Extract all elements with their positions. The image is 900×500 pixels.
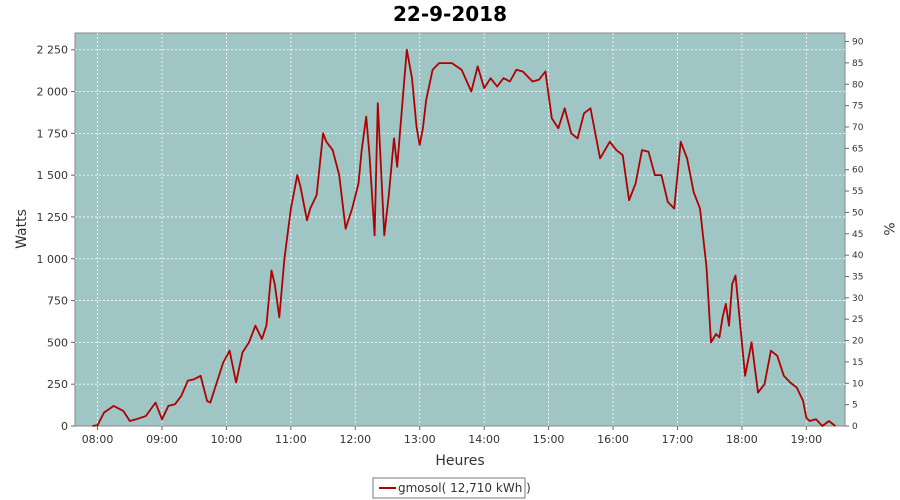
y2-tick-label: 90 <box>852 38 864 48</box>
y2-tick-label: 80 <box>852 80 864 90</box>
plot-area <box>74 32 846 427</box>
y-tick-label: 250 <box>47 378 68 391</box>
y2-tick-label: 10 <box>852 379 864 389</box>
y2-tick-label: 60 <box>852 166 864 176</box>
y2-tick-label: 0 <box>852 422 858 432</box>
y-tick-label: 0 <box>61 420 68 433</box>
y2-tick-label: 5 <box>852 401 858 411</box>
y2-axis-ticks: 0 5 10 15 20 25 30 35 40 45 50 55 60 65 70 75 80 85 90 <box>845 38 864 432</box>
x-axis-ticks: 08:00 09:00 10:00 11:00 12:00 13:00 14:00 15:00… <box>82 426 822 446</box>
y-axis-label: Watts <box>14 209 30 249</box>
y2-tick-label: 45 <box>852 230 863 240</box>
x-tick-label: 08:00 <box>82 433 114 446</box>
x-tick-label: 12:00 <box>339 433 371 446</box>
legend-box <box>372 477 526 499</box>
y-tick-label: 2 000 <box>37 86 69 99</box>
y2-tick-label: 35 <box>852 272 863 282</box>
chart-title: 22-9-2018 <box>393 2 507 26</box>
y2-tick-label: 15 <box>852 358 863 368</box>
y2-tick-label: 40 <box>852 251 864 261</box>
x-tick-label: 13:00 <box>404 433 436 446</box>
legend: gmosol( 12,710 kWh ) <box>372 477 531 499</box>
y2-tick-label: 50 <box>852 208 864 218</box>
y2-tick-label: 20 <box>852 337 864 347</box>
series-layer <box>92 48 836 427</box>
x-tick-label: 09:00 <box>146 433 178 446</box>
y-tick-label: 1 250 <box>37 211 69 224</box>
y-tick-label: 750 <box>47 295 68 308</box>
y-tick-label: 1 500 <box>37 169 69 182</box>
y2-tick-label: 65 <box>852 144 863 154</box>
x-tick-label: 15:00 <box>533 433 565 446</box>
y2-tick-label: 75 <box>852 102 863 112</box>
y-tick-label: 1 750 <box>37 127 69 140</box>
y-axis-ticks: 0 250 500 750 1 000 1 250 1 500 1 750 2 000 2 250 <box>37 44 75 433</box>
x-axis-label: Heures <box>435 453 484 469</box>
y2-tick-label: 55 <box>852 187 863 197</box>
y2-tick-label: 85 <box>852 59 863 69</box>
x-tick-label: 14:00 <box>468 433 500 446</box>
legend-entry-label: gmosol( 12,710 kWh ) <box>398 481 531 495</box>
y2-tick-label: 25 <box>852 315 863 325</box>
y-tick-label: 1 000 <box>37 253 69 266</box>
y2-tick-label: 30 <box>852 294 864 304</box>
series-line <box>92 48 836 427</box>
y2-tick-label: 70 <box>852 123 864 133</box>
x-tick-label: 19:00 <box>790 433 822 446</box>
x-tick-label: 18:00 <box>726 433 758 446</box>
y-tick-label: 2 250 <box>37 44 69 57</box>
grid-lines <box>75 33 845 426</box>
x-tick-label: 16:00 <box>597 433 629 446</box>
y-tick-label: 500 <box>47 336 68 349</box>
y2-axis-label: % <box>880 222 896 235</box>
x-tick-label: 17:00 <box>662 433 694 446</box>
x-tick-label: 10:00 <box>211 433 243 446</box>
x-tick-label: 11:00 <box>275 433 307 446</box>
